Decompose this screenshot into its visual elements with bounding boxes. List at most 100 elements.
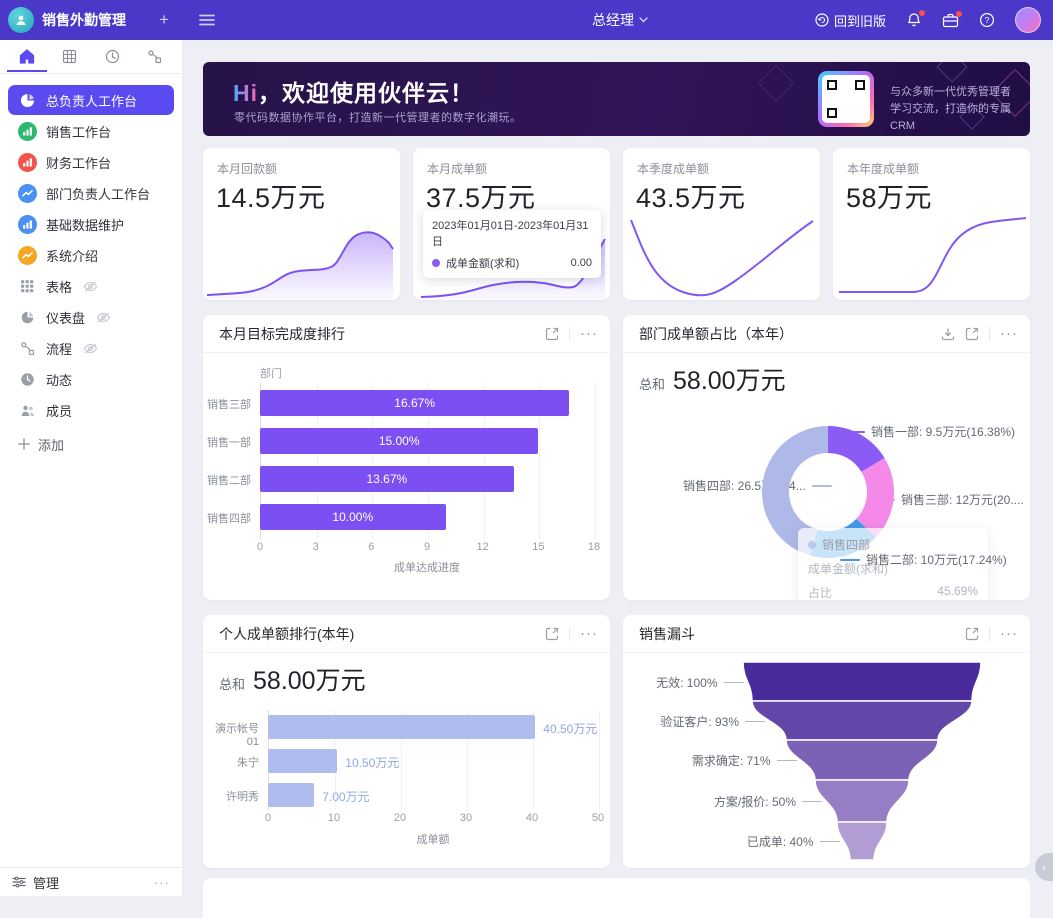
stat-cards-row: 本月回款额 14.5万元 本月成单额 37.5万元 2023年01月01日-20…	[203, 148, 1030, 300]
bar	[268, 783, 314, 807]
expand-icon[interactable]	[965, 327, 979, 341]
sales-funnel-card: 销售漏斗 ··· 无效: 100%验证客户: 93%需求确定: 71%方案/报价…	[623, 615, 1030, 868]
app-title: 销售外勤管理	[42, 10, 151, 30]
tool-icon	[18, 401, 37, 420]
series-dot	[432, 259, 440, 267]
grid-line	[599, 710, 600, 810]
bar: 10.00%	[260, 504, 446, 530]
app-logo[interactable]	[8, 7, 34, 33]
sidebar-menu: 总负责人工作台销售工作台财务工作台部门负责人工作台基础数据维护系统介绍表格仪表盘…	[0, 74, 182, 867]
sidebar-tab-clock[interactable]	[95, 43, 129, 69]
total-label: 总和	[219, 674, 245, 693]
more-options-icon[interactable]: ···	[1000, 329, 1018, 339]
tooltip-series-value: 0.00	[571, 257, 592, 269]
workspace-icon	[18, 91, 37, 110]
role-selector[interactable]: 总经理	[592, 10, 648, 30]
sidebar-manage-bar[interactable]: 管理 ···	[0, 867, 182, 896]
dept-share-chart: 总和 58.00万元 销售一部: 9.5万元(16.38%) 销售三部: 12万…	[623, 353, 1030, 600]
x-axis-title: 成单额	[417, 831, 450, 847]
notifications-button[interactable]	[906, 12, 922, 28]
workbench-button[interactable]	[942, 13, 959, 28]
sidebar-tool-5[interactable]: 成员	[8, 395, 174, 425]
banner-title: Hi，欢迎使用伙伴云！	[233, 74, 474, 108]
sidebar: 总负责人工作台销售工作台财务工作台部门负责人工作台基础数据维护系统介绍表格仪表盘…	[0, 40, 183, 896]
manage-more-button[interactable]: ···	[154, 875, 170, 890]
more-options-icon[interactable]: ···	[1000, 629, 1018, 639]
workspace-icon	[18, 153, 37, 172]
x-axis-tick: 6	[368, 541, 374, 553]
x-axis-tick: 10	[328, 812, 340, 824]
expand-icon[interactable]	[545, 627, 559, 641]
sidebar-tool-4[interactable]: 动态	[8, 364, 174, 394]
back-to-old-label: 回到旧版	[834, 11, 886, 30]
sales-funnel-chart: 无效: 100%验证客户: 93%需求确定: 71%方案/报价: 50%已成单:…	[623, 653, 1030, 868]
funnel-stage-1[interactable]	[743, 662, 981, 701]
banner-decoration	[936, 62, 967, 83]
back-to-old-button[interactable]: 回到旧版	[815, 11, 886, 30]
sidebar-item-4[interactable]: 部门负责人工作台	[8, 178, 174, 208]
sidebar-tab-flow[interactable]	[138, 43, 172, 69]
workspace-icon	[18, 122, 37, 141]
stat-card-year-deal[interactable]: 本年度成单额 58万元	[833, 148, 1030, 300]
tooltip-series-label: 成单金额(求和)	[446, 255, 519, 271]
sidebar-item-label: 销售工作台	[46, 122, 111, 141]
eye-off-icon	[83, 280, 98, 293]
stat-card-monthly-deal[interactable]: 本月成单额 37.5万元 2023年01月01日-2023年01月31日 成单金…	[413, 148, 610, 300]
sidebar-item-5[interactable]: 基础数据维护	[8, 209, 174, 239]
sidebar-item-label: 基础数据维护	[46, 215, 124, 234]
sidebar-tab-home[interactable]	[10, 43, 44, 69]
menu-toggle-icon[interactable]	[199, 14, 215, 26]
expand-icon[interactable]	[545, 327, 559, 341]
eye-off-icon	[83, 342, 98, 355]
sidebar-item-3[interactable]: 财务工作台	[8, 147, 174, 177]
download-icon[interactable]	[941, 327, 955, 341]
sidebar-item-2[interactable]: 销售工作台	[8, 116, 174, 146]
sparkline-chart	[203, 208, 400, 300]
funnel-stage-4[interactable]	[815, 780, 909, 822]
notification-badge	[919, 10, 925, 16]
bar-value-label: 10.00%	[332, 510, 373, 524]
sidebar-item-label: 系统介绍	[46, 246, 98, 265]
funnel-stage-5[interactable]	[837, 822, 887, 860]
next-card-partial	[203, 878, 1030, 918]
x-axis-tick: 0	[265, 812, 271, 824]
tool-icon	[18, 277, 37, 296]
sidebar-tool-label: 动态	[46, 370, 72, 389]
user-avatar[interactable]	[1015, 7, 1041, 33]
bar-value-label: 16.67%	[394, 396, 435, 410]
dept-share-card: 部门成单额占比（本年） ··· 总和 58.	[623, 315, 1030, 600]
stat-title: 本季度成单额	[637, 160, 709, 177]
x-axis-tick: 18	[588, 541, 600, 553]
sidebar-add-button[interactable]: 添加	[8, 429, 174, 459]
collapse-panel-handle[interactable]: ‹	[1035, 853, 1053, 881]
welcome-banner[interactable]: Hi，欢迎使用伙伴云！ 零代码数据协作平台，打造新一代管理者的数字化潮玩。 与众…	[203, 62, 1030, 136]
bar-value-label: 15.00%	[379, 434, 420, 448]
more-options-icon[interactable]: ···	[580, 629, 598, 639]
sidebar-item-label: 部门负责人工作台	[46, 184, 150, 203]
bar-value-label: 7.00万元	[322, 788, 369, 805]
sidebar-item-6[interactable]: 系统介绍	[8, 240, 174, 270]
stat-title: 本月回款额	[217, 160, 277, 177]
add-app-icon[interactable]: +	[159, 10, 169, 30]
help-button[interactable]: ?	[979, 12, 995, 28]
sidebar-tool-1[interactable]: 表格	[8, 271, 174, 301]
bar-value-label: 10.50万元	[345, 754, 399, 771]
sidebar-item-1[interactable]: 总负责人工作台	[8, 85, 174, 115]
more-options-icon[interactable]: ···	[580, 329, 598, 339]
stat-card-quarter-deal[interactable]: 本季度成单额 43.5万元	[623, 148, 820, 300]
tool-icon	[18, 308, 37, 327]
grid-line	[595, 383, 596, 539]
bar-value-label: 40.50万元	[543, 720, 597, 737]
sidebar-tab-table[interactable]	[53, 43, 87, 69]
sidebar-tool-2[interactable]: 仪表盘	[8, 302, 174, 332]
return-icon	[815, 13, 829, 27]
sidebar-tool-3[interactable]: 流程	[8, 333, 174, 363]
stat-card-monthly-payment[interactable]: 本月回款额 14.5万元	[203, 148, 400, 300]
sidebar-tabs	[0, 40, 182, 70]
funnel-svg[interactable]	[623, 653, 1030, 868]
funnel-stage-2[interactable]	[752, 701, 972, 740]
funnel-stage-3[interactable]	[786, 740, 938, 780]
expand-icon[interactable]	[965, 627, 979, 641]
stat-title: 本年度成单额	[847, 160, 919, 177]
